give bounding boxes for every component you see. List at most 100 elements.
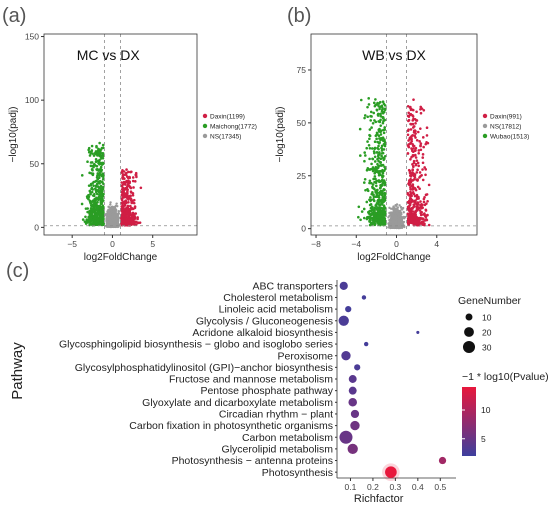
- down-point: [98, 179, 102, 183]
- color-legend-bar: [462, 387, 476, 456]
- down-point: [367, 143, 371, 147]
- down-point: [379, 112, 382, 116]
- up-point: [127, 170, 130, 174]
- down-point: [378, 171, 381, 175]
- down-point: [368, 128, 372, 131]
- up-point: [423, 166, 426, 169]
- down-point: [372, 213, 375, 217]
- down-point: [372, 101, 376, 105]
- color-legend-title: −1 * log10(Pvalue): [462, 371, 549, 383]
- pathway-label: Pentose phosphate pathway: [200, 385, 333, 397]
- up-point: [416, 201, 420, 204]
- down-point: [376, 132, 379, 136]
- down-point: [96, 218, 100, 222]
- up-point: [412, 165, 415, 168]
- pathway-label: Photosynthesis − antenna proteins: [172, 455, 333, 467]
- panel-a-letter: (a): [2, 5, 26, 27]
- down-point: [367, 103, 371, 106]
- down-point: [380, 147, 384, 150]
- down-point: [376, 146, 379, 150]
- down-point: [371, 167, 374, 171]
- legend-label: Daxin(1199): [210, 113, 245, 120]
- up-point: [130, 170, 133, 174]
- ns-point: [114, 210, 117, 214]
- up-point: [426, 199, 429, 203]
- down-point: [370, 208, 374, 211]
- up-point: [417, 164, 420, 168]
- up-point: [421, 217, 425, 221]
- down-point: [382, 131, 386, 135]
- up-point: [416, 207, 420, 211]
- ns-point: [107, 205, 110, 209]
- down-point: [363, 159, 366, 163]
- down-point: [101, 189, 104, 193]
- volcano-points: [80, 141, 143, 229]
- down-point: [376, 166, 379, 170]
- up-point: [427, 183, 431, 187]
- down-point: [94, 188, 98, 191]
- ns-point: [393, 226, 396, 230]
- down-point: [384, 192, 387, 195]
- down-point: [90, 144, 94, 148]
- up-point: [422, 145, 425, 149]
- down-point: [373, 187, 376, 191]
- up-point: [418, 209, 422, 212]
- up-point: [409, 187, 412, 191]
- down-point: [373, 140, 377, 144]
- down-point: [98, 172, 101, 176]
- up-point: [421, 136, 425, 139]
- size-legend-swatch: [462, 340, 476, 354]
- down-point: [376, 195, 379, 198]
- down-point: [89, 182, 93, 186]
- down-point: [97, 196, 101, 200]
- plot-frame: [310, 33, 478, 236]
- up-point: [422, 200, 426, 204]
- down-point: [91, 218, 95, 222]
- down-point: [377, 153, 381, 157]
- up-point: [132, 212, 135, 216]
- down-point: [369, 110, 373, 114]
- down-point: [377, 159, 380, 163]
- up-point: [411, 163, 414, 166]
- ns-point: [396, 206, 400, 209]
- up-point: [414, 119, 418, 122]
- up-point: [418, 171, 422, 174]
- down-point: [381, 214, 385, 218]
- pathway-label: ABC transporters: [252, 280, 333, 292]
- up-point: [125, 217, 128, 221]
- y-tick-label: 0: [34, 222, 39, 232]
- down-point: [359, 218, 362, 222]
- up-point: [124, 193, 127, 197]
- down-point: [379, 118, 382, 122]
- down-point: [357, 205, 361, 209]
- pathway-label: Photosynthesis: [262, 467, 333, 479]
- volcano-points: [357, 97, 431, 230]
- ns-point: [394, 221, 398, 224]
- bubble-point: [338, 315, 349, 326]
- down-point: [87, 184, 91, 187]
- up-point: [410, 206, 414, 210]
- down-point: [364, 154, 367, 157]
- down-point: [377, 134, 381, 138]
- up-point: [413, 200, 417, 203]
- down-point: [381, 195, 385, 199]
- x-axis-label: log2FoldChange: [357, 252, 431, 263]
- ns-point: [391, 221, 395, 224]
- pathway-label: Glycosylphosphatidylinositol (GPI)−ancho…: [75, 362, 333, 374]
- x-tick-label: 0: [394, 239, 399, 249]
- down-point: [357, 215, 360, 219]
- ns-point: [108, 211, 111, 214]
- y-tick-label: 100: [25, 95, 39, 105]
- up-point: [414, 121, 417, 125]
- down-point: [367, 210, 370, 214]
- up-point: [413, 153, 417, 157]
- down-point: [96, 178, 100, 181]
- up-point: [120, 181, 123, 184]
- down-point: [381, 111, 385, 115]
- ns-point: [400, 219, 403, 223]
- ns-point: [118, 223, 121, 226]
- up-point: [411, 143, 414, 146]
- up-point: [416, 168, 419, 172]
- down-point: [101, 177, 105, 181]
- panel-c-letter: (c): [6, 260, 29, 282]
